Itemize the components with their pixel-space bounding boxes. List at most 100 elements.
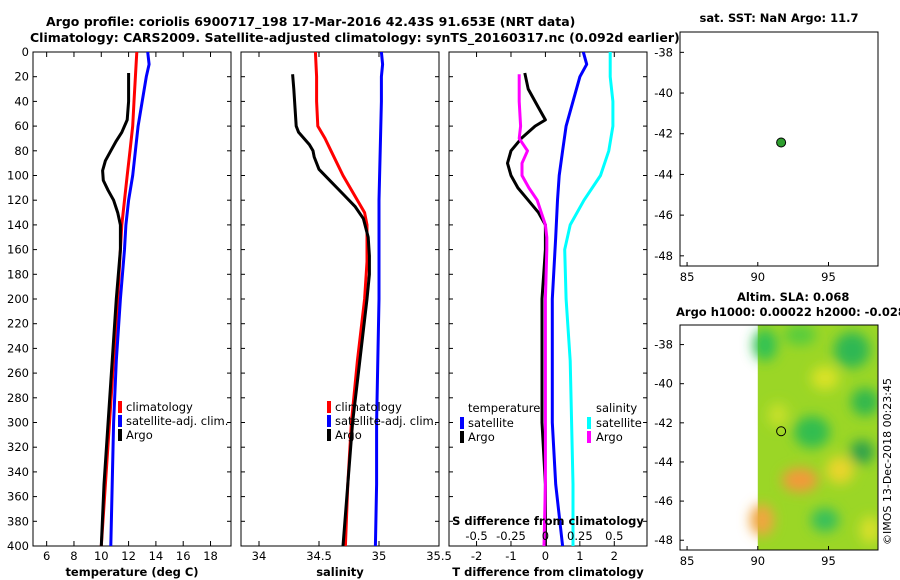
x2-tick-label: 0.5: [605, 529, 623, 543]
x-tick-label: 1: [576, 549, 583, 563]
x-tick-label: 16: [176, 549, 191, 563]
depth-tick-label: 160: [7, 243, 29, 257]
difference-x-axis: -2 -1 0 1 2: [449, 51, 647, 563]
x2-tick-label: -0.25: [496, 529, 526, 543]
depth-tick-label: 140: [7, 218, 29, 232]
depth-tick-label: 0: [22, 45, 29, 59]
salinity-legend: climatology satellite-adj. clim. Argo: [327, 400, 437, 442]
difference-legend-temperature: temperature satellite Argo: [460, 401, 540, 444]
map-y-tick-label: -44: [654, 455, 673, 469]
legend-swatch-temp-satellite: [460, 417, 464, 429]
legend-swatch-climatology: [327, 401, 331, 413]
legend-title-salinity: salinity: [596, 401, 637, 415]
sla-blob: [811, 508, 839, 532]
x2-tick-label: 0.25: [567, 529, 593, 543]
legend-label-sal-argo: Argo: [596, 430, 623, 444]
temperature-series: [99, 52, 151, 546]
sla-blob: [782, 468, 818, 492]
legend-label-argo: Argo: [126, 428, 153, 442]
map-y-tick-label: -38: [654, 338, 673, 352]
depth-tick-label: 220: [7, 317, 29, 331]
legend-label-satellite-adj: satellite-adj. clim.: [126, 414, 228, 428]
map-y-tick-label: -46: [654, 208, 673, 222]
argo-location-marker: [776, 426, 787, 437]
x-tick-label: 10: [94, 549, 109, 563]
x-tick-label: -1: [505, 549, 516, 563]
sla-blob: [834, 332, 870, 368]
imos-stamp: ©IMOS 13-Dec-2018 00:23:45: [881, 378, 894, 545]
legend-swatch-satellite-adj: [118, 415, 122, 427]
depth-tick-label: 320: [7, 440, 29, 454]
series-line-temperature-argo: [506, 72, 547, 546]
sla-heatmap: [750, 325, 878, 550]
x-tick-label: 2: [611, 549, 618, 563]
x-tick-label: 8: [70, 549, 77, 563]
sla-blob: [851, 388, 878, 416]
salinity-x-label: salinity: [316, 565, 364, 579]
sla-blob: [750, 504, 774, 536]
depth-tick-label: 100: [7, 169, 29, 183]
depth-tick-label: 40: [14, 94, 29, 108]
legend-title-temperature: temperature: [468, 401, 540, 415]
depth-tick-label: 20: [14, 70, 29, 84]
sst-map-title: sat. SST: NaN Argo: 11.7: [699, 11, 858, 25]
map-y-tick-label: -40: [654, 377, 673, 391]
x-tick-label: 35.5: [426, 549, 452, 563]
x-tick-label: 14: [149, 549, 164, 563]
depth-tick-label: 120: [7, 193, 29, 207]
series-line-salinity-argo: [517, 74, 549, 546]
x-tick-label: 35: [372, 549, 387, 563]
legend-swatch-sal-satellite: [587, 417, 591, 429]
difference-x-label-salinity: S difference from climatology: [452, 514, 644, 528]
sla-map-title-line2: Argo h1000: 0.00022 h2000: -0.028: [676, 305, 900, 319]
sla-blob: [811, 366, 839, 390]
map-y-tick-label: -44: [654, 167, 673, 181]
sla-blob: [753, 329, 777, 361]
series-line-temperature-satellite: [550, 52, 589, 546]
sst-map-points: [776, 137, 787, 148]
depth-tick-label: 380: [7, 514, 29, 528]
legend-swatch-climatology: [118, 401, 122, 413]
salinity-panel-frame: [240, 51, 440, 547]
map-y-tick-label: -42: [654, 416, 673, 430]
x-tick-label: 0: [542, 549, 549, 563]
map-x-tick-label: 95: [821, 554, 836, 568]
figure-title-line1: Argo profile: coriolis 6900717_198 17-Ma…: [46, 14, 575, 30]
legend-label-temp-satellite: satellite: [468, 416, 514, 430]
series-line-argo: [291, 74, 371, 546]
x2-tick-label: -0.5: [465, 529, 487, 543]
depth-tick-label: 300: [7, 416, 29, 430]
argo-location-marker: [776, 137, 787, 148]
sla-blob: [826, 456, 854, 484]
depth-axis: 0 20 40 60 80 100 120 140 160 180 200 220 240 260 280 3…: [7, 45, 37, 553]
sst-map-frame: [679, 31, 879, 267]
sla-blob: [794, 416, 830, 448]
map-y-tick-label: -48: [654, 533, 673, 547]
depth-tick-label: 400: [7, 539, 29, 553]
legend-label-climatology: climatology: [335, 400, 402, 414]
salinity-series: [291, 52, 385, 546]
difference-panel-frame: [448, 51, 648, 547]
map-x-tick-label: 90: [750, 554, 765, 568]
sla-blob: [768, 403, 788, 427]
temperature-x-label: temperature (deg C): [65, 565, 198, 579]
difference-series: [506, 52, 615, 546]
depth-tick-label: 240: [7, 341, 29, 355]
legend-label-sal-satellite: satellite: [596, 416, 642, 430]
depth-tick-label: 340: [7, 465, 29, 479]
depth-tick-label: 200: [7, 292, 29, 306]
legend-label-climatology: climatology: [126, 400, 193, 414]
legend-label-satellite-adj: satellite-adj. clim.: [335, 414, 437, 428]
sla-blob: [784, 325, 816, 345]
map-x-tick-label: 85: [680, 554, 695, 568]
difference-legend-salinity: salinity satellite Argo: [587, 401, 642, 444]
series-line-salinity-satellite: [563, 52, 615, 546]
depth-tick-label: 280: [7, 391, 29, 405]
sla-map-points: [776, 426, 787, 437]
map-y-tick-label: -42: [654, 127, 673, 141]
legend-label-argo: Argo: [335, 428, 362, 442]
legend-label-temp-argo: Argo: [468, 430, 495, 444]
x2-tick-label: 0: [542, 529, 549, 543]
map-y-tick-label: -46: [654, 494, 673, 508]
map-y-tick-label: -40: [654, 86, 673, 100]
